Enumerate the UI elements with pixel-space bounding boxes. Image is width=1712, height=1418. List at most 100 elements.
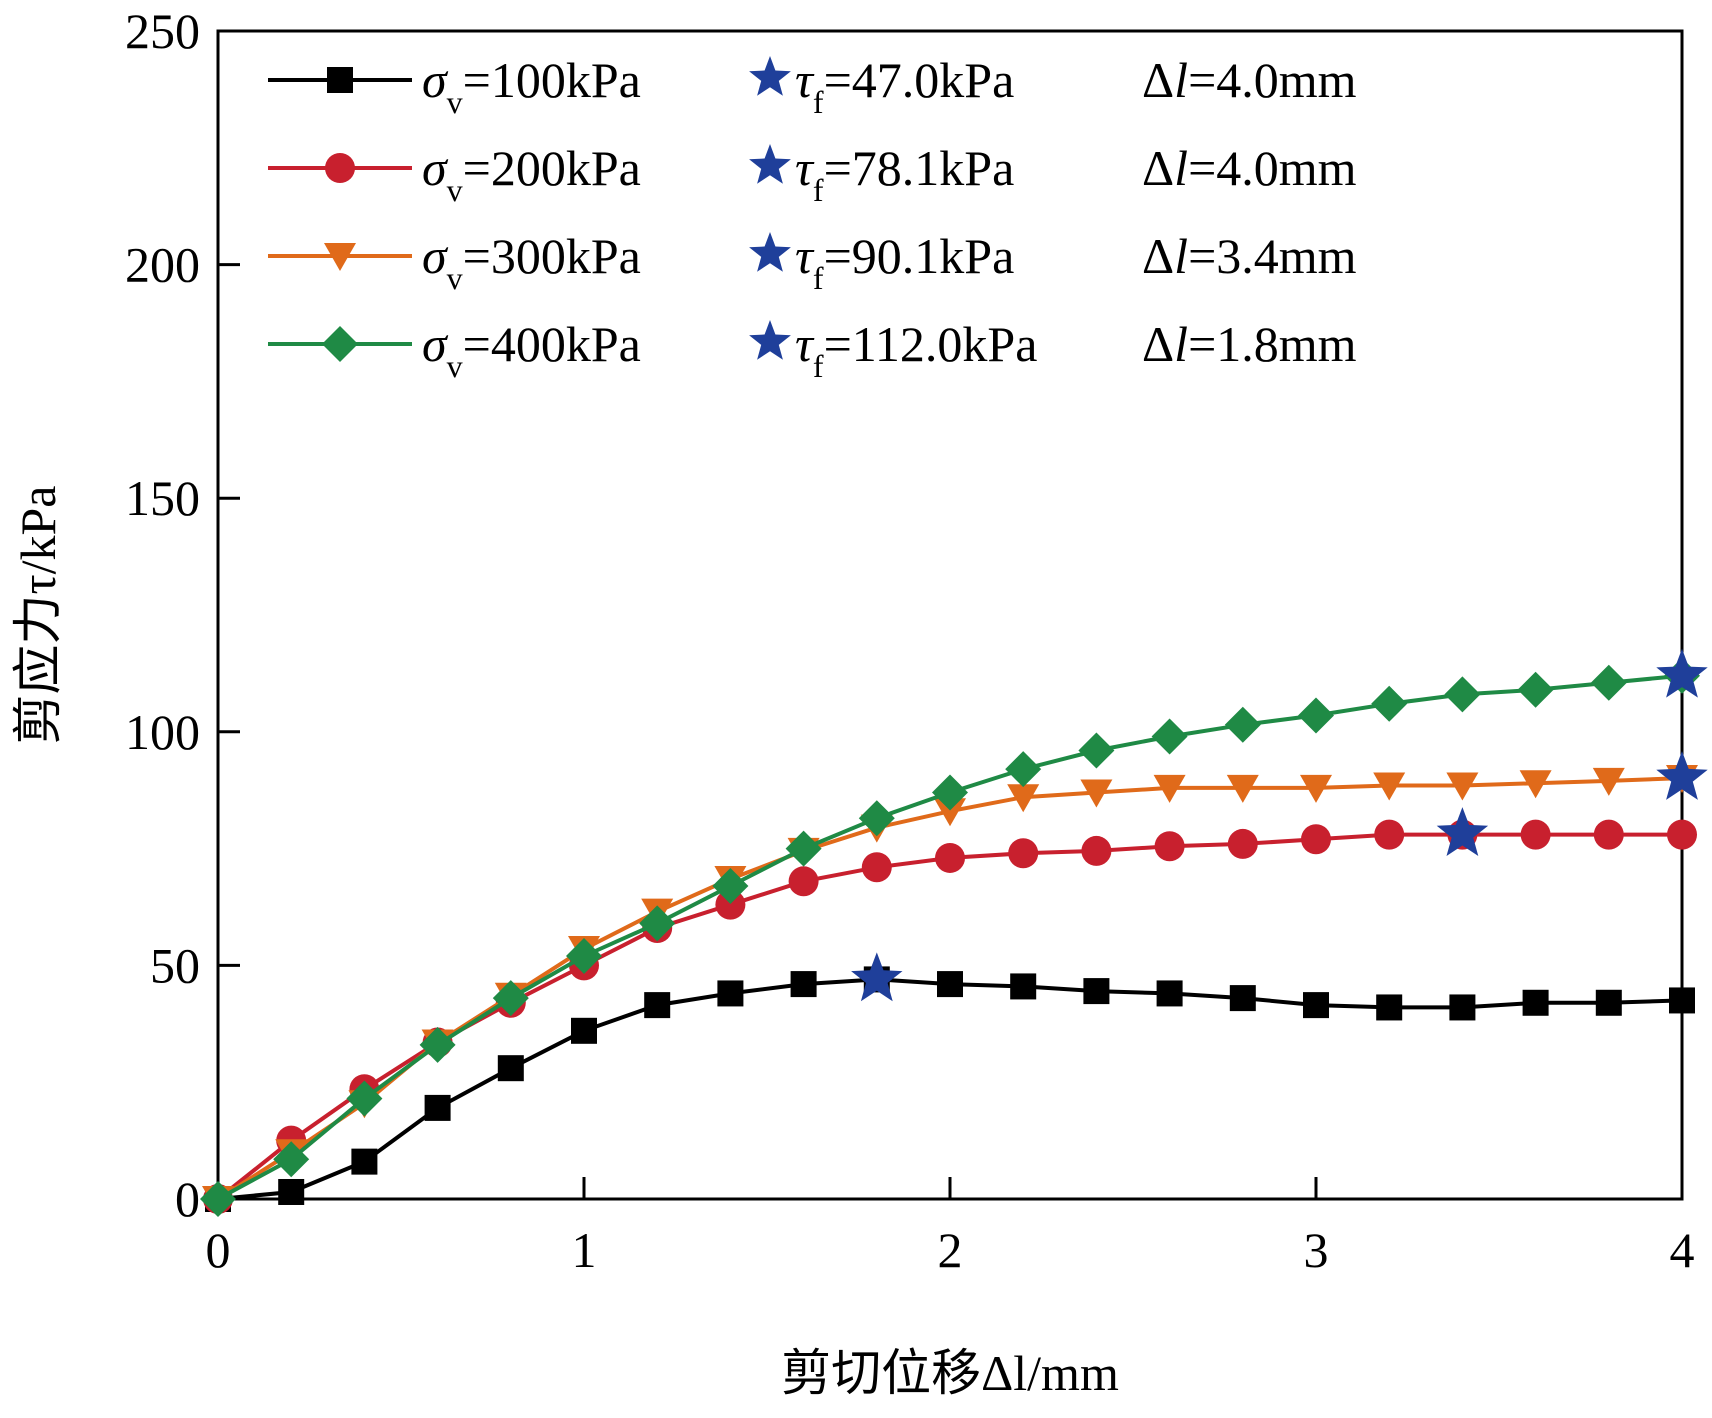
series-0-point-6	[644, 992, 671, 1019]
series-0-point-7	[717, 980, 744, 1007]
series-0-point-20	[1669, 987, 1695, 1014]
series-0-point-16	[1376, 994, 1403, 1021]
series-3-point-8	[785, 830, 822, 867]
series-0-point-2	[351, 1148, 378, 1175]
legend-label-2: σv=300kPa	[422, 228, 641, 296]
series-2-point-18	[1519, 770, 1552, 799]
series-2-point-15	[1300, 774, 1332, 803]
series-3-point-10	[932, 774, 968, 811]
x-tick-label-1: 1	[572, 1222, 597, 1278]
plot-frame	[216, 29, 1684, 1201]
series-0-point-15	[1303, 992, 1329, 1019]
legend-marker-2	[324, 243, 356, 271]
peak-star-3	[1656, 648, 1708, 698]
series-3-point-5	[566, 938, 602, 975]
peak-star-1	[1436, 807, 1489, 856]
series-0-point-11	[1010, 973, 1037, 1000]
series-3-point-2	[346, 1080, 383, 1117]
series-0-point-1	[278, 1178, 305, 1205]
series-3-point-19	[1590, 664, 1627, 701]
series-3-point-9	[858, 800, 895, 837]
series-1-point-7	[715, 889, 746, 920]
y-tick-label-0: 0	[175, 1171, 200, 1227]
series-2-point-19	[1592, 767, 1625, 796]
series-1-point-16	[1374, 819, 1405, 850]
series-0-point-12	[1083, 978, 1110, 1005]
legend-peak-label-3: τf=112.0kPa	[795, 316, 1037, 384]
series-2-point-16	[1373, 772, 1406, 801]
legend-label-3: σv=400kPa	[422, 316, 641, 384]
legend-peak-label-1: τf=78.1kPa	[795, 140, 1014, 208]
legend-disp-label-3: Δl=1.8mm	[1142, 316, 1357, 372]
y-tick-label-1: 50	[150, 937, 200, 993]
series-3-point-15	[1298, 697, 1334, 734]
axis-ticks: 0 1 2 3 4 0 50 100 150 200 250	[125, 3, 1695, 1278]
legend-entry-0: σv=100kPa τf=47.0kPa Δl=4.0mm	[268, 52, 1357, 120]
series-1-point-20	[1667, 819, 1697, 850]
series-3-point-4	[492, 980, 529, 1017]
series-0-point-14	[1229, 985, 1256, 1012]
series-1-point-15	[1301, 824, 1331, 855]
x-tick-label-2: 2	[938, 1222, 963, 1278]
series-0-point-4	[497, 1055, 524, 1082]
series-3-point-18	[1517, 671, 1554, 708]
legend-peak-label-2: τf=90.1kPa	[795, 228, 1014, 296]
series-1-point-10	[935, 842, 965, 873]
legend-peak-label-0: τf=47.0kPa	[795, 52, 1014, 120]
series-3-point-16	[1371, 685, 1408, 722]
series-3-point-1	[273, 1141, 310, 1178]
y-tick-label-5: 250	[125, 3, 200, 59]
legend-label-0: σv=100kPa	[422, 52, 641, 120]
y-tick-label-3: 150	[125, 470, 200, 526]
series-3-point-6	[639, 905, 676, 942]
series-3-point-11	[1005, 751, 1042, 788]
series-2-point-11	[1007, 784, 1040, 813]
series-2-point-13	[1153, 774, 1186, 803]
series-1-point-18	[1520, 819, 1551, 850]
series-0-point-3	[424, 1094, 451, 1121]
legend-star-2	[749, 232, 791, 272]
series-1-point-14	[1227, 828, 1258, 859]
series-1-point-8	[788, 866, 819, 897]
series-0-point-5	[571, 1017, 597, 1044]
legend-star-1	[749, 144, 791, 184]
y-tick-label-4: 200	[125, 237, 200, 293]
series-0-point-10	[937, 971, 963, 998]
x-tick-label-4: 4	[1670, 1222, 1695, 1278]
legend-entry-1: σv=200kPa τf=78.1kPa Δl=4.0mm	[268, 140, 1357, 208]
series-0-point-19	[1595, 989, 1622, 1016]
series-0-point-8	[790, 971, 817, 998]
y-tick-label-2: 100	[125, 704, 200, 760]
legend-disp-label-0: Δl=4.0mm	[1142, 52, 1357, 108]
series-1-point-12	[1081, 835, 1112, 866]
series-2-point-14	[1226, 774, 1259, 803]
legend-marker-3	[322, 326, 358, 362]
peak-star-0	[851, 952, 903, 1002]
y-axis-label: 剪应力τ/kPa	[10, 486, 66, 745]
series-0-point-18	[1522, 989, 1549, 1016]
legend: σv=100kPa τf=47.0kPa Δl=4.0mm σv=200kPa τf=7…	[268, 52, 1357, 384]
legend-disp-label-1: Δl=4.0mm	[1142, 140, 1357, 196]
legend-label-1: σv=200kPa	[422, 140, 641, 208]
series-3-point-3	[419, 1026, 456, 1063]
series-3-point-7	[712, 867, 749, 904]
legend-entry-2: σv=300kPa τf=90.1kPa Δl=3.4mm	[268, 228, 1357, 296]
legend-marker-0	[327, 67, 353, 93]
legend-star-3	[749, 320, 791, 360]
series-3-point-14	[1224, 706, 1261, 743]
series-3	[200, 657, 1700, 1217]
x-axis-label: 剪切位移Δl/mm	[781, 1345, 1119, 1401]
series-0	[205, 966, 1695, 1212]
series-3-point-0	[200, 1181, 236, 1217]
peak-markers	[851, 648, 1708, 1002]
series-1-point-19	[1593, 819, 1624, 850]
legend-star-0	[749, 56, 791, 96]
x-tick-label-0: 0	[206, 1222, 231, 1278]
series-2-point-12	[1080, 779, 1113, 808]
series-3-point-12	[1078, 732, 1115, 769]
x-tick-label-3: 3	[1304, 1222, 1329, 1278]
series-2-point-17	[1446, 772, 1479, 801]
legend-marker-1	[325, 153, 355, 183]
peak-star-2	[1656, 751, 1708, 800]
